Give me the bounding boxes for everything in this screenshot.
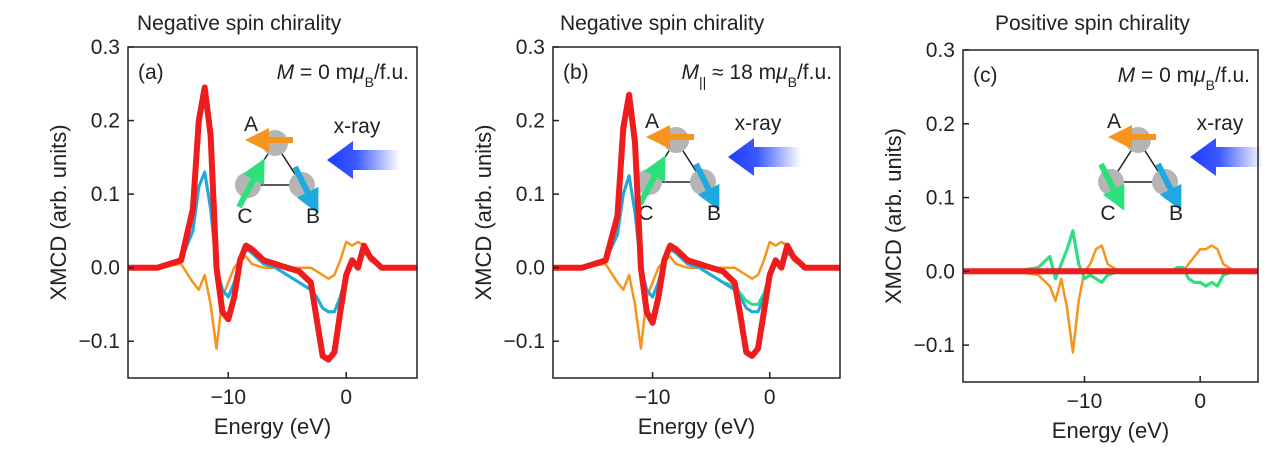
annotation-part: || — [699, 74, 706, 90]
annotation: M|| ≈ 18 mμB/f.u. — [681, 61, 832, 90]
panel-title: Negative spin chirality — [560, 12, 765, 35]
atom-label: C — [638, 202, 653, 225]
xray-label: x-ray — [334, 115, 381, 138]
spin-c — [637, 155, 666, 206]
atom-label: C — [237, 205, 252, 228]
triangle — [1109, 138, 1167, 183]
data-line — [963, 244, 1258, 354]
plot-frame — [962, 49, 1259, 383]
y-tick-label: 0.1 — [516, 183, 545, 206]
plot-area — [128, 84, 417, 363]
y-tick-label: −0.1 — [914, 334, 955, 357]
data-line — [553, 174, 840, 306]
inset: A B Cx-ray — [235, 113, 400, 228]
annotation-part: μ — [775, 61, 788, 84]
xray-label: x-ray — [735, 112, 782, 135]
panel-label: (c) — [973, 64, 998, 87]
annotation-part: μ — [352, 61, 365, 84]
data-line — [553, 91, 840, 359]
panel-title: Positive spin chirality — [995, 12, 1190, 35]
xray-label: x-ray — [1197, 112, 1244, 135]
y-axis-label: XMCD (arb. units) — [46, 124, 71, 300]
y-tick-label: 0.2 — [91, 110, 120, 133]
atom-label: A — [1107, 110, 1121, 133]
annotation-part: M — [277, 61, 295, 84]
x-tick-label: 0 — [1194, 390, 1206, 413]
x-tick-label: −10 — [1067, 390, 1103, 413]
annotation-part: M — [1118, 64, 1136, 87]
spin-b — [693, 162, 720, 211]
annotation-part: /f.u. — [1215, 64, 1250, 87]
annotation-part: M — [681, 61, 699, 84]
inset: A B Cx-ray — [636, 110, 801, 225]
annotation-part: ≈ 18 m — [706, 61, 776, 84]
panel-title: Negative spin chirality — [137, 12, 342, 35]
y-tick-label: 0.1 — [91, 183, 120, 206]
annotation: M = 0 mμB/f.u. — [277, 61, 409, 90]
atom-label: A — [244, 113, 258, 136]
atom-label: C — [1100, 202, 1115, 225]
data-line — [128, 84, 417, 363]
xray-arrow — [1190, 138, 1263, 176]
y-axis-label: XMCD (arb. units) — [881, 128, 906, 304]
annotation-part: B — [788, 74, 797, 90]
annotation-part: B — [1206, 77, 1215, 93]
atom-label: B — [707, 202, 721, 225]
x-tick-label: 0 — [764, 386, 776, 409]
spin-c — [1098, 162, 1125, 211]
x-tick-label: −10 — [210, 386, 246, 409]
y-tick-label: 0.0 — [91, 257, 120, 280]
y-tick-label: 0.0 — [926, 260, 955, 283]
spin-c — [236, 158, 265, 209]
y-tick-label: −0.1 — [504, 330, 545, 353]
spin-b — [1155, 162, 1182, 211]
x-axis-label: Energy (eV) — [1052, 418, 1169, 443]
inset: A B Cx-ray — [1098, 110, 1263, 225]
y-tick-label: 0.2 — [516, 110, 545, 133]
panel-label: (a) — [138, 61, 164, 84]
spin-b — [292, 165, 319, 214]
data-line — [553, 174, 840, 314]
y-tick-label: 0.3 — [91, 36, 120, 59]
plot-frame — [127, 46, 418, 379]
x-tick-label: −10 — [635, 386, 671, 409]
atom-label: A — [645, 110, 659, 133]
annotation-part: B — [365, 74, 374, 90]
data-line — [128, 170, 417, 314]
data-line — [128, 170, 417, 314]
annotation: M = 0 mμB/f.u. — [1118, 64, 1250, 93]
y-tick-label: 0.3 — [516, 36, 545, 59]
y-tick-label: −0.1 — [79, 330, 120, 353]
panel-label: (b) — [563, 61, 589, 84]
data-line — [963, 229, 1258, 288]
y-tick-label: 0.0 — [516, 257, 545, 280]
annotation-part: = 0 m — [294, 61, 353, 84]
annotation-part: /f.u. — [797, 61, 832, 84]
y-tick-label: 0.3 — [926, 39, 955, 62]
x-axis-label: Energy (eV) — [638, 414, 755, 439]
y-axis-label: XMCD (arb. units) — [471, 124, 496, 300]
x-axis-label: Energy (eV) — [214, 414, 331, 439]
plot-area — [553, 91, 840, 359]
annotation-part: μ — [1193, 64, 1206, 87]
data-line — [963, 229, 1258, 288]
x-tick-label: 0 — [340, 386, 352, 409]
y-tick-label: 0.1 — [926, 187, 955, 210]
atom-label: B — [306, 205, 320, 228]
y-tick-label: 0.2 — [926, 113, 955, 136]
annotation-part: = 0 m — [1135, 64, 1194, 87]
atom-label: B — [1169, 202, 1183, 225]
annotation-part: /f.u. — [374, 61, 409, 84]
plot-frame — [552, 46, 841, 379]
xray-arrow — [327, 141, 400, 179]
plot-area — [963, 229, 1258, 354]
xray-arrow — [728, 138, 801, 176]
